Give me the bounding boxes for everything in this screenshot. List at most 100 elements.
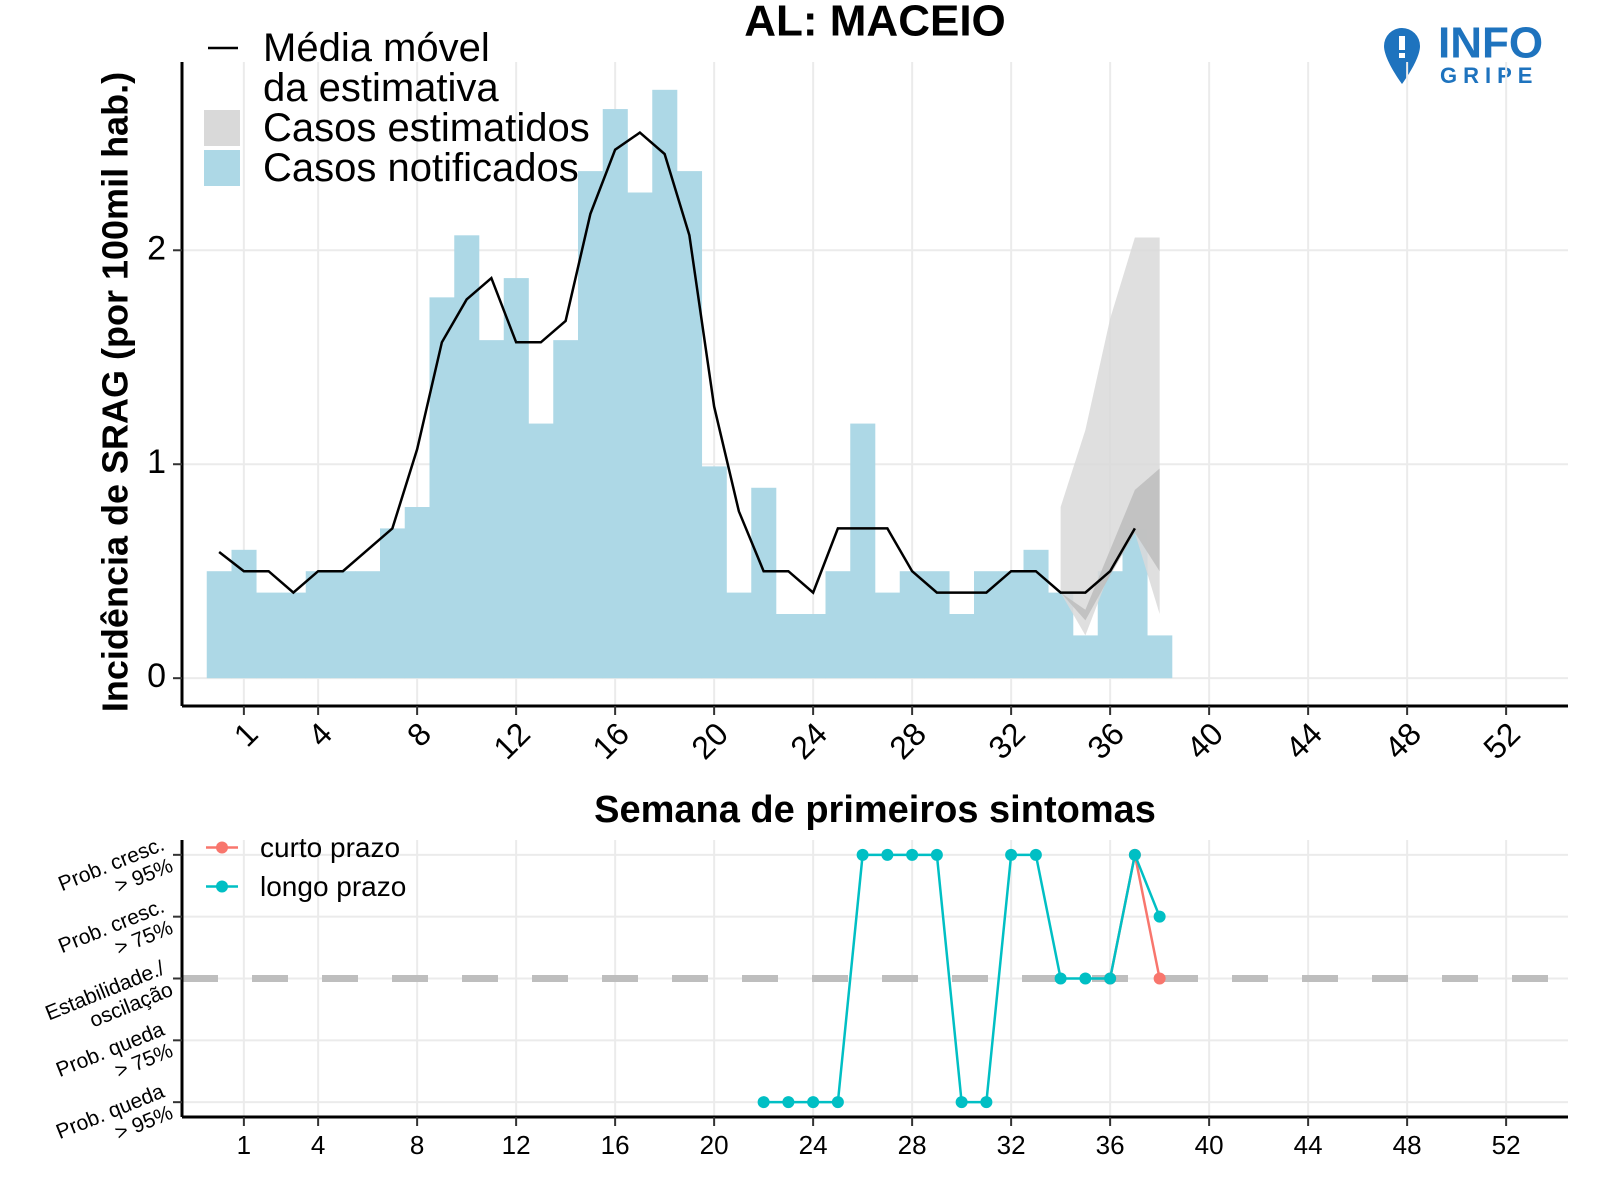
x-tick-label: 32 [981,715,1032,766]
point [881,848,894,861]
point [1153,972,1166,985]
x-tick-label: 1 [237,1130,251,1160]
x-tick-label: 20 [700,1130,729,1160]
estimate-band [1060,237,1160,636]
y-tick-label: 0 [147,657,166,695]
legend-label: Média móvel da estimativa [263,26,499,110]
bar [726,592,752,679]
x-tick-label: 1 [227,715,265,753]
point [1079,972,1092,985]
bar [553,340,579,679]
x-tick-label: 8 [410,1130,424,1160]
bar [281,592,307,679]
bar [305,571,331,679]
point [782,1096,795,1109]
legend-key [204,110,240,146]
legend-label: longo prazo [260,871,407,902]
bar [1023,549,1049,679]
bar [924,571,950,679]
bar [355,571,381,679]
x-tick-label: 40 [1179,715,1230,766]
bar [206,571,232,679]
x-tick-label: 44 [1294,1130,1323,1160]
legend-key [204,150,240,186]
point [955,1096,968,1109]
point [1153,910,1166,923]
bar [429,297,455,679]
x-tick-label: 4 [301,715,339,753]
x-tick-label: 12 [502,1130,531,1160]
point [930,848,943,861]
bar [850,423,876,679]
bar [404,507,430,679]
bar [330,571,356,679]
bar [998,571,1024,679]
bar [627,192,653,679]
x-tick-label: 36 [1080,715,1131,766]
logo-mark [1399,53,1405,58]
point [980,1096,993,1109]
point [807,1096,820,1109]
x-tick-label: 28 [898,1130,927,1160]
point [757,1096,770,1109]
bar [701,466,727,679]
point [1104,972,1117,985]
legend-label: Casos estimatidos [263,106,590,150]
y-tick-label: 1 [147,443,166,481]
bar [479,340,505,679]
logo-mark [1399,36,1405,50]
estimate-band [1060,468,1160,621]
legend-key [216,880,228,893]
x-tick-label: 20 [684,715,735,766]
x-tick-label: 40 [1195,1130,1224,1160]
x-tick-label: 4 [311,1130,325,1160]
logo: INFO GRIPE [1384,19,1543,88]
bar [380,528,406,679]
bar [1073,635,1099,679]
x-tick-label: 48 [1393,1130,1422,1160]
x-tick-label: 52 [1476,715,1527,766]
bar [800,614,826,679]
x-tick-label: 16 [601,1130,630,1160]
bar [231,549,257,679]
legend-key [216,841,228,854]
chart-title: AL: MACEIO [744,0,1006,46]
x-tick-label: 24 [783,715,834,766]
x-tick-label: 48 [1377,715,1428,766]
point [906,848,919,861]
bar [776,614,802,679]
bar [974,571,1000,679]
bar [949,614,975,679]
bar [825,571,851,679]
x-tick-label: 24 [799,1130,828,1160]
point [831,1096,844,1109]
x-tick-label: 36 [1096,1130,1125,1160]
x-tick-label: 28 [882,715,933,766]
plot: 1 4 8 12 16 20 24 28 32 36 40 44 48 52 [173,840,1568,1160]
legend-label: curto prazo [260,832,401,863]
bar [454,235,480,679]
x-tick-label: 52 [1492,1130,1521,1160]
y-axis-title: Incidência de SRAG (por 100mil hab.) [95,72,136,712]
bar [899,571,925,679]
y-tick-label: 2 [147,229,166,267]
series-line [218,131,1136,595]
bar [503,278,529,679]
x-tick-label: 32 [997,1130,1026,1160]
x-tick-label: 8 [400,715,438,753]
logo-title: INFO [1438,19,1543,68]
x-tick-label: 12 [486,715,537,766]
bar [602,109,628,679]
bar [1147,635,1173,679]
bar [751,487,777,679]
bar [578,171,604,679]
bar [256,592,282,679]
point [1005,848,1018,861]
x-tick-label: 44 [1278,715,1329,766]
bar [677,171,703,679]
bar [528,423,554,679]
point [1054,972,1067,985]
logo-subtitle: GRIPE [1440,63,1538,88]
